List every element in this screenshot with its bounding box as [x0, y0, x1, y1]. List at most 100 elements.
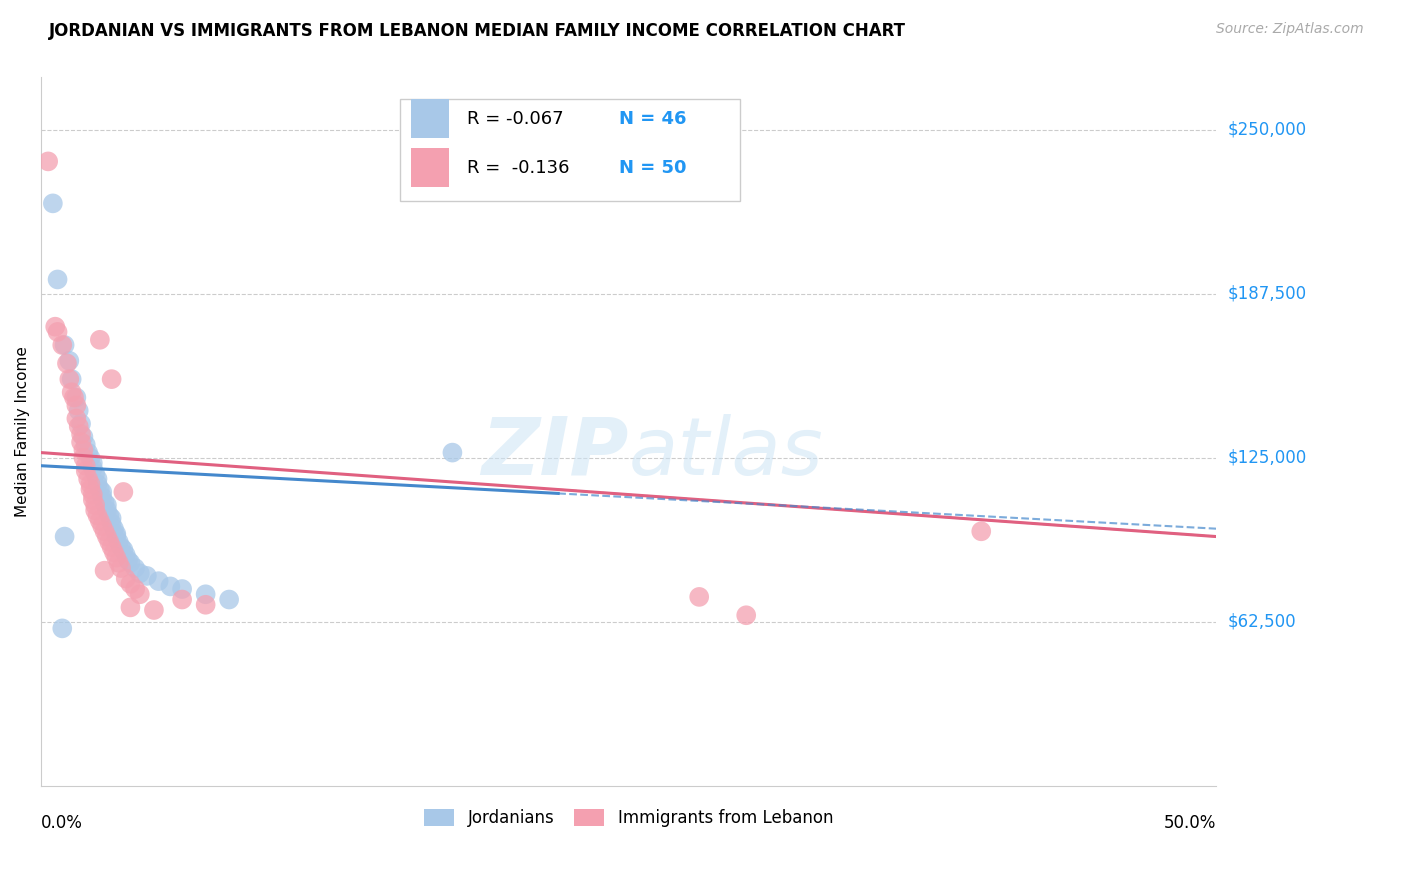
- Point: [98, 534, 121, 549]
- Point: [75, 438, 97, 452]
- Point: [44, 319, 66, 334]
- Point: [91, 490, 114, 504]
- Point: [86, 508, 108, 523]
- Point: [105, 530, 128, 544]
- Point: [84, 467, 107, 481]
- Y-axis label: Median Family Income: Median Family Income: [15, 346, 30, 517]
- Point: [441, 445, 464, 459]
- Point: [135, 569, 157, 583]
- Point: [112, 542, 135, 557]
- Point: [60, 385, 83, 400]
- Point: [93, 524, 115, 539]
- Point: [120, 600, 142, 615]
- Point: [124, 582, 146, 596]
- Point: [82, 492, 104, 507]
- Point: [172, 582, 194, 596]
- Point: [105, 550, 128, 565]
- Point: [194, 598, 217, 612]
- Point: [218, 592, 240, 607]
- Point: [735, 608, 758, 623]
- Point: [79, 477, 101, 491]
- Text: $62,500: $62,500: [1227, 613, 1296, 631]
- Point: [107, 556, 129, 570]
- Point: [100, 372, 122, 386]
- Point: [103, 545, 125, 559]
- Point: [89, 333, 111, 347]
- Point: [77, 445, 100, 459]
- Point: [103, 522, 125, 536]
- Point: [67, 419, 90, 434]
- Text: Source: ZipAtlas.com: Source: ZipAtlas.com: [1216, 22, 1364, 37]
- Point: [194, 587, 217, 601]
- Point: [86, 477, 108, 491]
- Text: 50.0%: 50.0%: [1164, 814, 1216, 832]
- Bar: [412, 148, 449, 187]
- Point: [89, 514, 111, 528]
- Text: N = 46: N = 46: [619, 110, 686, 128]
- Point: [51, 338, 73, 352]
- Point: [79, 483, 101, 497]
- Point: [65, 411, 87, 425]
- Point: [91, 519, 114, 533]
- Point: [56, 356, 79, 370]
- Point: [72, 450, 94, 465]
- Point: [60, 372, 83, 386]
- Point: [172, 592, 194, 607]
- Point: [70, 417, 93, 431]
- Point: [112, 485, 135, 500]
- Point: [46, 325, 69, 339]
- Text: JORDANIAN VS IMMIGRANTS FROM LEBANON MEDIAN FAMILY INCOME CORRELATION CHART: JORDANIAN VS IMMIGRANTS FROM LEBANON MED…: [49, 22, 907, 40]
- Point: [72, 430, 94, 444]
- Text: atlas: atlas: [628, 414, 824, 491]
- Text: $250,000: $250,000: [1227, 121, 1306, 139]
- Point: [128, 587, 150, 601]
- Text: R =  -0.136: R = -0.136: [467, 159, 569, 178]
- Point: [688, 590, 710, 604]
- Point: [75, 458, 97, 473]
- Point: [58, 353, 80, 368]
- Legend: Jordanians, Immigrants from Lebanon: Jordanians, Immigrants from Lebanon: [418, 803, 839, 834]
- FancyBboxPatch shape: [399, 99, 741, 202]
- Point: [51, 621, 73, 635]
- Point: [82, 461, 104, 475]
- Point: [89, 483, 111, 497]
- Point: [82, 487, 104, 501]
- Point: [100, 540, 122, 554]
- Point: [128, 566, 150, 581]
- Point: [100, 511, 122, 525]
- Point: [114, 548, 136, 562]
- Point: [65, 391, 87, 405]
- Point: [98, 508, 121, 523]
- Point: [58, 372, 80, 386]
- Point: [124, 561, 146, 575]
- Point: [84, 503, 107, 517]
- Point: [42, 196, 65, 211]
- Point: [93, 495, 115, 509]
- Point: [53, 338, 76, 352]
- Point: [65, 398, 87, 412]
- Point: [67, 403, 90, 417]
- Point: [75, 464, 97, 478]
- Point: [70, 435, 93, 450]
- Point: [86, 472, 108, 486]
- Point: [82, 456, 104, 470]
- Point: [107, 534, 129, 549]
- Text: $125,000: $125,000: [1227, 449, 1306, 467]
- Point: [100, 516, 122, 531]
- Point: [96, 503, 118, 517]
- Point: [53, 530, 76, 544]
- Point: [96, 498, 118, 512]
- Point: [79, 450, 101, 465]
- Point: [120, 556, 142, 570]
- Point: [970, 524, 993, 539]
- Point: [120, 576, 142, 591]
- Point: [110, 540, 132, 554]
- Point: [142, 603, 165, 617]
- Point: [93, 564, 115, 578]
- Point: [72, 442, 94, 457]
- Point: [46, 272, 69, 286]
- Point: [105, 527, 128, 541]
- Point: [37, 154, 59, 169]
- Text: $187,500: $187,500: [1227, 285, 1306, 303]
- Text: R = -0.067: R = -0.067: [467, 110, 564, 128]
